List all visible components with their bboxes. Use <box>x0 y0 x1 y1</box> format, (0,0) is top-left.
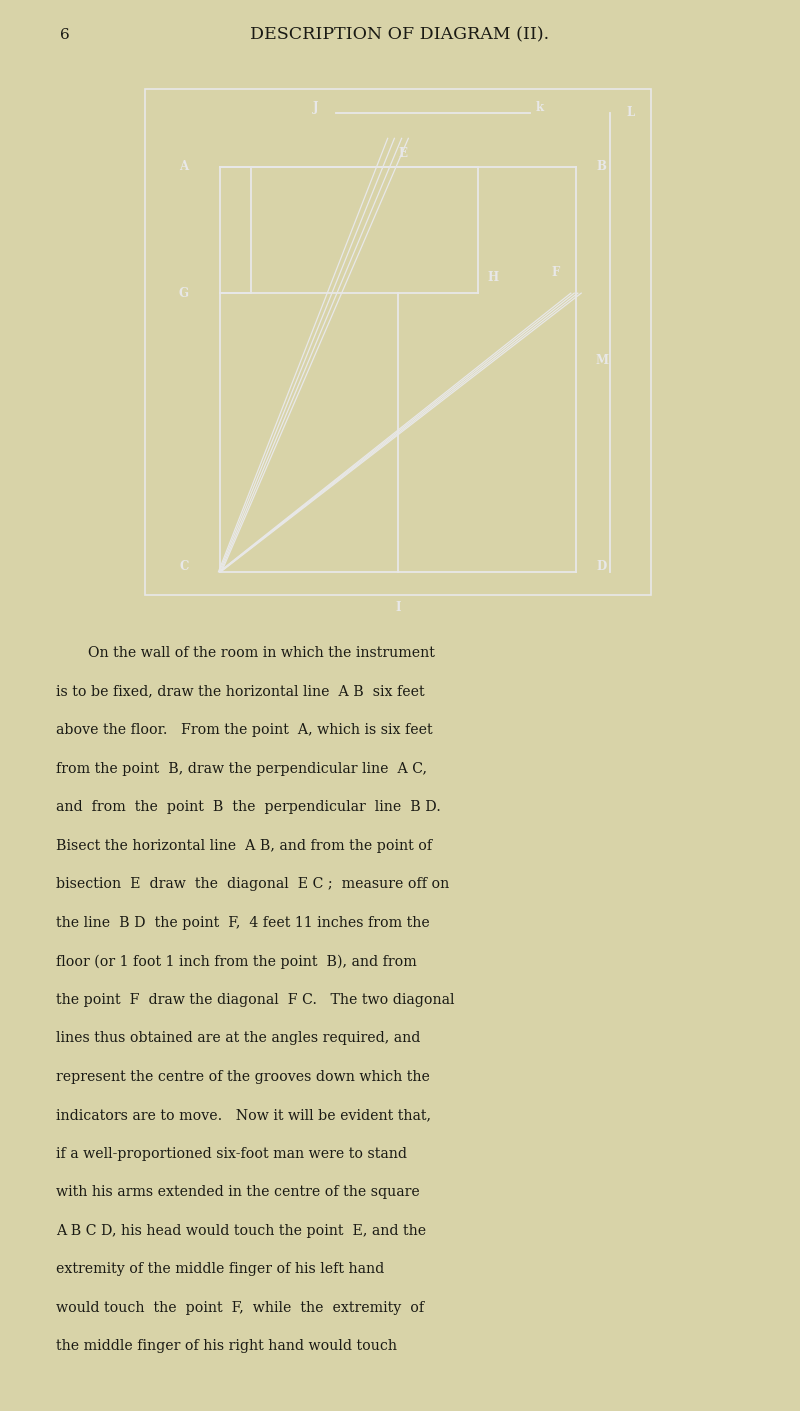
Text: k: k <box>536 102 544 114</box>
Text: represent the centre of the grooves down which the: represent the centre of the grooves down… <box>56 1070 430 1084</box>
Text: J: J <box>313 102 318 114</box>
Text: if a well-proportioned six-foot man were to stand: if a well-proportioned six-foot man were… <box>56 1147 407 1161</box>
Text: indicators are to move.   Now it will be evident that,: indicators are to move. Now it will be e… <box>56 1108 431 1122</box>
Text: the middle finger of his right hand would touch: the middle finger of his right hand woul… <box>56 1339 397 1353</box>
Text: A: A <box>179 161 189 174</box>
Text: bisection  E  draw  the  diagonal  E C ;  measure off on: bisection E draw the diagonal E C ; meas… <box>56 878 450 892</box>
Text: A B C D, his head would touch the point  E, and the: A B C D, his head would touch the point … <box>56 1223 426 1237</box>
Text: DESCRIPTION OF DIAGRAM (II).: DESCRIPTION OF DIAGRAM (II). <box>250 27 550 44</box>
Text: E: E <box>398 147 408 161</box>
Text: H: H <box>488 271 499 284</box>
Text: with his arms extended in the centre of the square: with his arms extended in the centre of … <box>56 1185 420 1199</box>
Text: and  from  the  point  B  the  perpendicular  line  B D.: and from the point B the perpendicular l… <box>56 800 441 814</box>
Text: from the point  B, draw the perpendicular line  A C,: from the point B, draw the perpendicular… <box>56 762 427 776</box>
Text: is to be fixed, draw the horizontal line  A B  six feet: is to be fixed, draw the horizontal line… <box>56 684 425 698</box>
Text: C: C <box>179 560 189 573</box>
Text: 6: 6 <box>60 28 70 42</box>
Text: the line  B D  the point  F,  4 feet 11 inches from the: the line B D the point F, 4 feet 11 inch… <box>56 916 430 930</box>
Text: Bisect the horizontal line  A B, and from the point of: Bisect the horizontal line A B, and from… <box>56 838 432 852</box>
Text: F: F <box>551 267 559 279</box>
Text: would touch  the  point  F,  while  the  extremity  of: would touch the point F, while the extre… <box>56 1301 424 1315</box>
Text: extremity of the middle finger of his left hand: extremity of the middle finger of his le… <box>56 1263 384 1277</box>
Text: B: B <box>597 161 606 174</box>
Text: G: G <box>179 286 189 299</box>
Text: floor (or 1 foot 1 inch from the point  B), and from: floor (or 1 foot 1 inch from the point B… <box>56 954 417 969</box>
Text: On the wall of the room in which the instrument: On the wall of the room in which the ins… <box>87 646 434 660</box>
Text: I: I <box>395 601 401 614</box>
Text: M: M <box>595 354 608 367</box>
Text: D: D <box>597 560 607 573</box>
Text: lines thus obtained are at the angles required, and: lines thus obtained are at the angles re… <box>56 1031 420 1046</box>
Text: above the floor.   From the point  A, which is six feet: above the floor. From the point A, which… <box>56 724 433 738</box>
Text: L: L <box>626 106 634 119</box>
Text: the point  F  draw the diagonal  F C.   The two diagonal: the point F draw the diagonal F C. The t… <box>56 993 454 1007</box>
